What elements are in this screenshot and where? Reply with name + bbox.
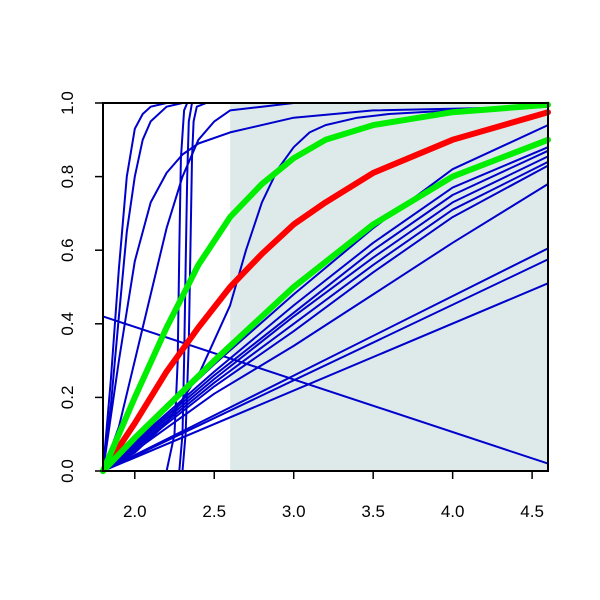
y-tick-label: 0.8: [58, 165, 77, 189]
x-tick-label: 4.5: [520, 502, 544, 521]
series-line-22-green: [100, 136, 551, 474]
series-line-11-blue: [102, 149, 549, 472]
y-tick-label: 1.0: [58, 91, 77, 115]
y-tick-label: 0.0: [58, 459, 77, 483]
series-line-4-blue: [102, 102, 549, 472]
x-tick-label: 3.0: [282, 502, 306, 521]
x-tick-label: 4.0: [441, 502, 465, 521]
series-line-15-blue: [102, 183, 549, 472]
series-line-21-green: [100, 101, 551, 474]
y-tick-label: 0.4: [58, 312, 77, 336]
y-axis: 0.0 0.2 0.4 0.6 0.8 1.0: [58, 91, 103, 483]
y-tick-label: 0.6: [58, 238, 77, 262]
series-line-7-blue: [102, 102, 549, 472]
series-line-12-blue: [102, 155, 549, 472]
y-tick-label: 0.2: [58, 386, 77, 410]
series-line-14-blue: [102, 164, 549, 472]
series-line-13-blue: [102, 160, 549, 472]
x-tick-label: 2.0: [123, 502, 147, 521]
plot-frame: [102, 102, 549, 472]
x-tick-label: 2.5: [202, 502, 226, 521]
x-tick-label: 3.5: [361, 502, 385, 521]
series-line-20-red: [100, 109, 551, 474]
series-layer: [100, 101, 551, 474]
series-line-18-blue: [102, 282, 549, 472]
series-line-16-blue: [102, 247, 549, 472]
series-line-19-blue: [102, 315, 549, 465]
series-line-17-blue: [102, 258, 549, 472]
series-line-3-blue: [102, 105, 549, 472]
x-axis: 2.0 2.5 3.0 3.5 4.0 4.5: [123, 471, 544, 521]
